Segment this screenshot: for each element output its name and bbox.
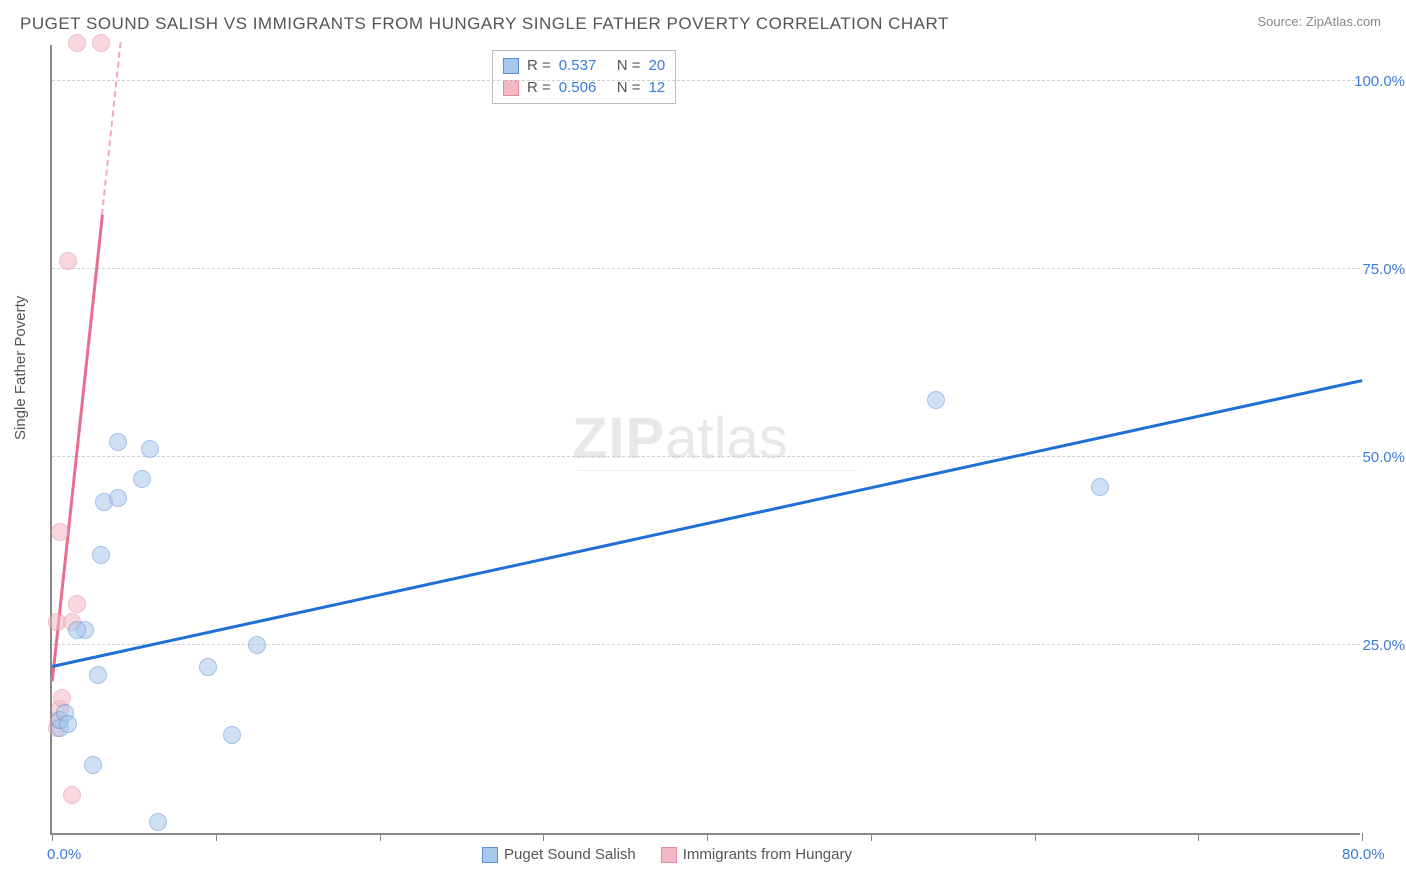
data-point [68, 621, 86, 639]
data-point [51, 523, 69, 541]
gridline [52, 456, 1360, 457]
y-tick-label: 100.0% [1354, 73, 1405, 90]
data-point [92, 34, 110, 52]
data-point [63, 786, 81, 804]
legend-swatch-2 [661, 847, 677, 863]
watermark: ZIPatlas [572, 405, 788, 472]
y-axis-label: Single Father Poverty [12, 296, 29, 440]
stat-n-label: N = [617, 55, 641, 77]
gridline [52, 268, 1360, 269]
x-tick [1198, 833, 1199, 841]
x-tick [543, 833, 544, 841]
data-point [59, 715, 77, 733]
legend-swatch-1 [482, 847, 498, 863]
x-tick [1362, 833, 1363, 841]
trend-line [52, 379, 1363, 667]
data-point [109, 433, 127, 451]
swatch-series1 [503, 58, 519, 74]
x-tick [871, 833, 872, 841]
data-point [1091, 478, 1109, 496]
trend-line [101, 42, 122, 215]
data-point [927, 391, 945, 409]
watermark-atlas: atlas [665, 406, 788, 471]
stats-row-1: R = 0.537 N = 20 [503, 55, 665, 77]
data-point [92, 546, 110, 564]
plot-area: ZIPatlas R = 0.537 N = 20 R = 0.506 N = … [50, 45, 1360, 835]
watermark-zip: ZIP [572, 406, 665, 471]
watermark-rule [577, 470, 857, 471]
chart-title: PUGET SOUND SALISH VS IMMIGRANTS FROM HU… [20, 14, 949, 34]
x-tick [1035, 833, 1036, 841]
stats-box: R = 0.537 N = 20 R = 0.506 N = 12 [492, 50, 676, 104]
x-tick-label: 80.0% [1342, 846, 1385, 863]
data-point [248, 636, 266, 654]
legend-item-1: Puget Sound Salish [482, 846, 636, 863]
x-tick [52, 833, 53, 841]
data-point [84, 756, 102, 774]
y-tick-label: 50.0% [1362, 449, 1405, 466]
data-point [133, 470, 151, 488]
data-point [199, 658, 217, 676]
data-point [68, 595, 86, 613]
x-tick [707, 833, 708, 841]
legend: Puget Sound Salish Immigrants from Hunga… [482, 846, 852, 863]
legend-label-2: Immigrants from Hungary [683, 846, 852, 863]
data-point [149, 813, 167, 831]
stat-r-label: R = [527, 55, 551, 77]
y-tick-label: 25.0% [1362, 637, 1405, 654]
data-point [59, 252, 77, 270]
y-tick-label: 75.0% [1362, 261, 1405, 278]
data-point [223, 726, 241, 744]
data-point [89, 666, 107, 684]
data-point [68, 34, 86, 52]
data-point [109, 489, 127, 507]
data-point [141, 440, 159, 458]
legend-label-1: Puget Sound Salish [504, 846, 636, 863]
chart-container: PUGET SOUND SALISH VS IMMIGRANTS FROM HU… [0, 0, 1406, 892]
x-tick [216, 833, 217, 841]
x-tick-label: 0.0% [47, 846, 81, 863]
x-tick [380, 833, 381, 841]
stat-r-value-1: 0.537 [559, 55, 609, 77]
source-label: Source: ZipAtlas.com [1257, 14, 1381, 29]
gridline [52, 80, 1360, 81]
stat-n-value-1: 20 [649, 55, 666, 77]
legend-item-2: Immigrants from Hungary [661, 846, 852, 863]
swatch-series2 [503, 80, 519, 96]
